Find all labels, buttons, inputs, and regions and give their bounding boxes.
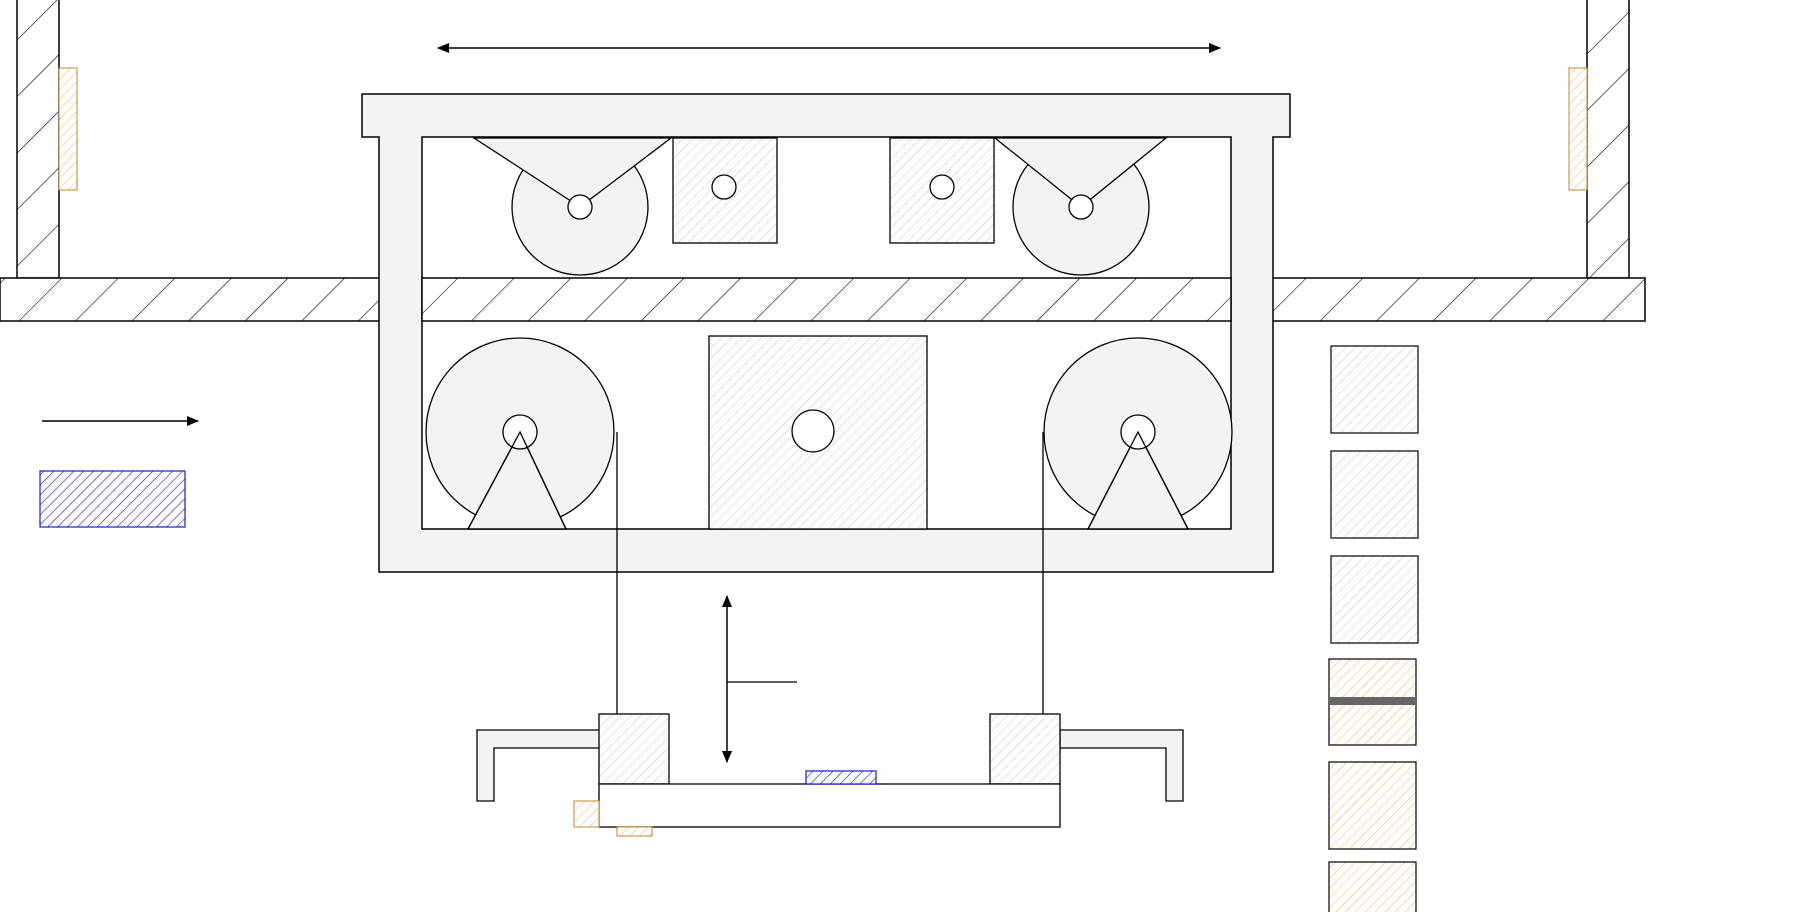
upper-right-wheel-bracket [993, 137, 1168, 208]
platform-sensor [805, 770, 877, 785]
legend-dark-bar [1329, 697, 1416, 705]
floor-beam-left [0, 277, 381, 322]
legend-orange-swatch-3 [1328, 861, 1417, 912]
inner-rail [421, 277, 1232, 322]
legend-blue-swatch [39, 470, 186, 528]
left-gripper-motor [598, 713, 670, 785]
right-wall-sensor [1568, 67, 1588, 191]
upper-left-wheel-bracket [471, 137, 673, 208]
legend-green-swatch-3 [1330, 555, 1419, 644]
left-gripper-arm [476, 729, 601, 802]
floor-beam-right [1270, 277, 1646, 322]
upper-left-motor-shaft [711, 174, 737, 200]
right-wall [1586, 0, 1630, 279]
left-wall-sensor [58, 67, 78, 191]
lifting-platform [598, 783, 1061, 828]
hoist-drum-motor [708, 335, 928, 530]
right-gripper-motor [989, 713, 1061, 785]
legend-green-swatch-1 [1330, 345, 1419, 434]
right-gripper-arm [1059, 729, 1184, 802]
left-wall [16, 0, 60, 279]
platform-side-sensor [573, 800, 600, 828]
legend-green-swatch-2 [1330, 450, 1419, 539]
upper-right-axle [1068, 194, 1094, 220]
legend-orange-swatch-2 [1328, 761, 1417, 850]
platform-bottom-sensor [616, 826, 653, 837]
upper-right-motor-shaft [929, 174, 955, 200]
upper-left-axle [567, 194, 593, 220]
hoist-drum-shaft [791, 409, 835, 453]
